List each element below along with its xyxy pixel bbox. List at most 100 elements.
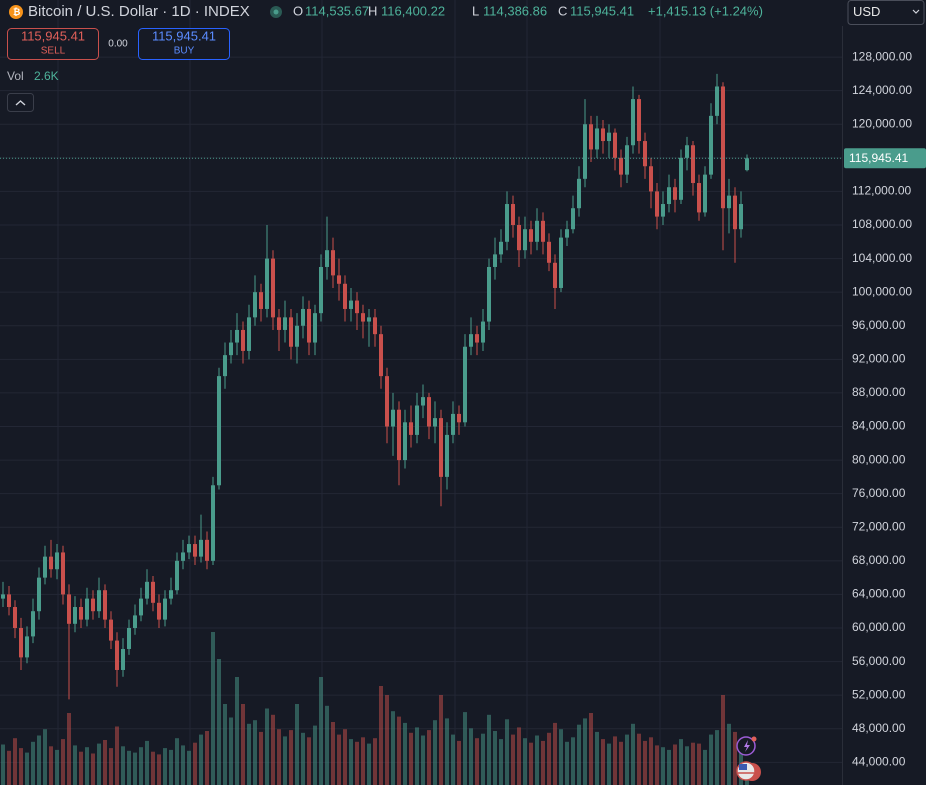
candle-body xyxy=(283,317,287,330)
volume-bar xyxy=(115,726,119,785)
candle-body xyxy=(217,376,221,486)
sell-price: 115,945.41 xyxy=(21,28,85,43)
y-tick-label: 84,000.00 xyxy=(852,419,906,433)
volume-bar xyxy=(487,714,491,785)
candle-body xyxy=(655,191,659,217)
candle-body xyxy=(703,174,707,213)
candle-body xyxy=(439,418,443,477)
y-tick-label: 92,000.00 xyxy=(852,352,906,366)
volume-bar xyxy=(169,749,173,785)
y-tick-label: 128,000.00 xyxy=(852,49,912,63)
candle-body xyxy=(355,300,359,314)
market-status-dot xyxy=(273,9,279,15)
volume-bar xyxy=(205,731,209,785)
candle-body xyxy=(445,434,449,477)
volume-bar xyxy=(661,747,665,785)
candle-body xyxy=(145,581,149,599)
volume-label: Vol xyxy=(7,69,24,83)
low-label: L xyxy=(472,3,479,18)
volume-bar xyxy=(721,695,725,785)
candle-body xyxy=(121,648,125,670)
volume-bar xyxy=(667,749,671,785)
candle-body xyxy=(643,141,647,167)
volume-bar xyxy=(445,718,449,785)
grid xyxy=(0,56,842,763)
volume-value: 2.6K xyxy=(34,69,59,83)
y-tick-label: 60,000.00 xyxy=(852,620,906,634)
volume-bar xyxy=(301,732,305,785)
bitcoin-icon xyxy=(9,5,23,19)
symbol-title[interactable]: Bitcoin / U.S. Dollar · 1D · INDEX xyxy=(28,3,250,20)
volume-bar xyxy=(433,720,437,785)
close-label: C xyxy=(558,3,567,18)
collapse-button[interactable] xyxy=(7,93,34,112)
candle-body xyxy=(97,590,101,612)
volume-bar xyxy=(331,722,335,785)
y-tick-label: 48,000.00 xyxy=(852,721,906,735)
volume-bar xyxy=(583,718,587,785)
volume-bar xyxy=(367,743,371,785)
candle-body xyxy=(661,204,665,217)
candle-body xyxy=(733,195,737,230)
volume-bar xyxy=(307,737,311,785)
volume-bar xyxy=(421,735,425,785)
y-tick-label: 100,000.00 xyxy=(852,284,912,298)
events-badge xyxy=(751,736,757,742)
candle-body xyxy=(73,607,77,624)
volume-bar xyxy=(499,739,503,785)
sell-button[interactable] xyxy=(7,28,99,60)
volume-bar xyxy=(607,743,611,785)
volume-bar xyxy=(355,741,359,785)
candle-body xyxy=(367,317,371,322)
candle-body xyxy=(7,594,11,608)
dropdown-arrow xyxy=(912,9,920,14)
candle-body xyxy=(559,237,563,288)
candle-body xyxy=(409,422,413,435)
candle-body xyxy=(427,397,431,427)
candle-body xyxy=(127,628,131,649)
candle-body xyxy=(61,552,65,595)
candle-body xyxy=(349,300,353,309)
candle-body xyxy=(115,640,119,670)
volume-bar xyxy=(313,725,317,785)
y-tick-label: 112,000.00 xyxy=(852,184,911,198)
buy-label: BUY xyxy=(174,46,195,57)
volume-bar xyxy=(241,704,245,785)
candle-body xyxy=(55,552,59,570)
volume-bar xyxy=(217,659,221,785)
volume-bar xyxy=(247,723,251,785)
volume-bar xyxy=(157,754,161,785)
volume-bar xyxy=(511,734,515,785)
volume-bar xyxy=(451,734,455,785)
volume-bar xyxy=(127,750,131,785)
volume-bar xyxy=(79,751,83,785)
currency-select[interactable] xyxy=(847,0,925,25)
y-tick-label: 72,000.00 xyxy=(852,519,906,533)
volume-bar xyxy=(1,744,5,785)
volume-bar xyxy=(211,632,215,785)
volume-bar xyxy=(733,731,737,785)
volume-bar xyxy=(631,723,635,785)
volume-bar xyxy=(385,695,389,785)
candle-body xyxy=(49,556,53,570)
candle-body xyxy=(211,485,215,561)
volume-bar xyxy=(643,740,647,785)
volume-bar xyxy=(457,740,461,785)
volume-bar xyxy=(547,732,551,785)
candle-body xyxy=(319,266,323,314)
volume-bar xyxy=(19,748,23,785)
candle-body xyxy=(109,619,113,641)
candles xyxy=(0,73,842,700)
close-value: 115,945.41 xyxy=(570,3,634,18)
candle-body xyxy=(553,262,557,288)
candle-body xyxy=(451,413,455,435)
volume-bar xyxy=(13,738,17,785)
volume-bar xyxy=(409,732,413,785)
candle-body xyxy=(199,539,203,557)
buy-button[interactable] xyxy=(138,28,230,60)
candle-body xyxy=(25,636,29,658)
candle-body xyxy=(223,355,227,377)
volume-bar xyxy=(691,742,695,785)
candle-body xyxy=(577,178,581,209)
